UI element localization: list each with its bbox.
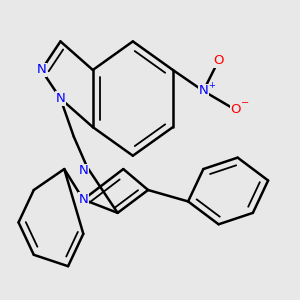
Text: N: N [56,92,65,105]
Text: N: N [78,164,88,178]
Text: O: O [230,103,241,116]
Text: −: − [241,98,249,108]
Text: N: N [78,193,88,206]
Text: N: N [199,84,208,98]
Text: +: + [208,81,215,90]
Text: N: N [37,64,46,76]
Text: O: O [213,54,224,67]
